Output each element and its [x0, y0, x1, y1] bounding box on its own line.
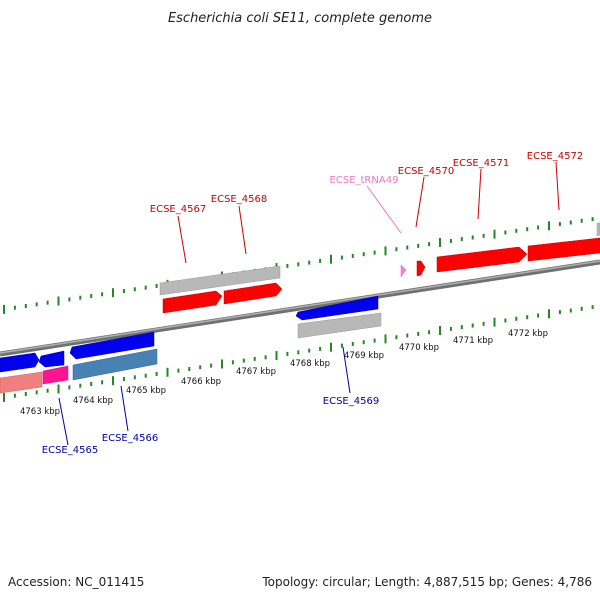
kbp-label: 4763 kbp [20, 407, 60, 417]
gene-blue-left-edge[interactable] [0, 352, 40, 373]
kbp-labels: 4763 kbp 4764 kbp 4765 kbp 4766 kbp 4767… [20, 329, 548, 417]
genome-summary-text: Topology: circular; Length: 4,887,515 bp… [261, 575, 592, 589]
trna-ecse-trna49-arrow[interactable] [400, 264, 407, 278]
gene-ecse-4569-arrow[interactable] [295, 295, 379, 321]
gene-label-ecse-4571[interactable]: ECSE_4571 [453, 158, 509, 169]
leader-ecse-4565 [58, 397, 69, 446]
kbp-label: 4768 kbp [290, 359, 330, 369]
gene-labels: ECSE_4565 ECSE_4566 ECSE_4567 ECSE_4568 … [42, 151, 583, 456]
kbp-label: 4772 kbp [508, 329, 548, 339]
kbp-label: 4765 kbp [126, 386, 166, 396]
accession-text: Accession: NC_011415 [8, 575, 144, 589]
kbp-label: 4771 kbp [453, 336, 493, 346]
leader-ecse-4572 [555, 161, 560, 211]
kbp-label: 4767 kbp [236, 367, 276, 377]
kbp-label: 4769 kbp [344, 351, 384, 361]
leader-ecse-4566 [120, 385, 129, 432]
forward-track [159, 222, 600, 314]
gene-ecse-4570-arrow[interactable] [416, 260, 426, 277]
gene-ecse-4565-box[interactable] [72, 348, 158, 381]
gene-ecse-4567-arrow[interactable] [162, 290, 223, 314]
gene-label-ecse-4565[interactable]: ECSE_4565 [42, 445, 98, 456]
label-leader-lines [58, 161, 560, 446]
gene-label-ecse-4566[interactable]: ECSE_4566 [102, 433, 158, 444]
gene-blue-left-long[interactable] [69, 331, 155, 360]
leader-ecse-4567 [177, 215, 187, 264]
gene-label-ecse-4570[interactable]: ECSE_4570 [398, 166, 454, 177]
gene-label-ecse-4568[interactable]: ECSE_4568 [211, 194, 267, 205]
gene-label-ecse-trna49[interactable]: ECSE_tRNA49 [330, 175, 399, 186]
kbp-label: 4770 kbp [399, 343, 439, 353]
kbp-label: 4766 kbp [181, 377, 221, 387]
magenta-feature[interactable] [42, 365, 69, 385]
gray-feature-upper-2[interactable] [596, 222, 600, 237]
gray-feature-lower[interactable] [297, 312, 382, 339]
genome-backbone [0, 259, 600, 357]
gene-label-ecse-4567[interactable]: ECSE_4567 [150, 204, 206, 215]
gene-ecse-4571-arrow[interactable] [436, 246, 528, 273]
gray-feature-upper-1[interactable] [159, 265, 281, 296]
ruler-upper [3, 217, 594, 314]
reverse-track [0, 295, 382, 394]
leader-ecse-4568 [238, 205, 247, 255]
gene-ecse-4572-arrow[interactable] [527, 237, 600, 262]
pink-feature[interactable] [0, 371, 43, 394]
ruler-lower [3, 305, 594, 402]
gene-label-ecse-4572[interactable]: ECSE_4572 [527, 151, 583, 162]
gene-blue-left-small[interactable] [38, 350, 65, 368]
leader-ecse-trna49 [366, 185, 402, 234]
gene-ecse-4568-arrow[interactable] [223, 282, 283, 305]
genome-title: Escherichia coli SE11, complete genome [168, 11, 432, 26]
leader-ecse-4569 [342, 346, 351, 394]
kbp-label: 4764 kbp [73, 396, 113, 406]
leader-ecse-4570 [415, 176, 425, 228]
leader-ecse-4571 [477, 168, 482, 220]
gene-label-ecse-4569[interactable]: ECSE_4569 [323, 396, 379, 407]
